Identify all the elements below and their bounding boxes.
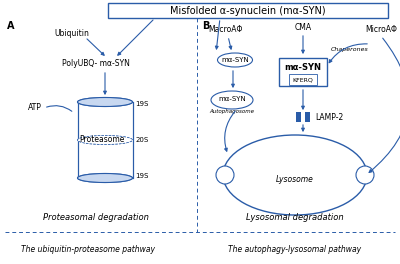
Ellipse shape (211, 91, 253, 109)
Ellipse shape (78, 173, 132, 182)
Text: mα-SYN: mα-SYN (218, 96, 246, 102)
Text: B: B (202, 21, 209, 31)
Text: Proteasome: Proteasome (79, 135, 125, 144)
Ellipse shape (218, 53, 252, 67)
Text: A: A (7, 21, 14, 31)
Ellipse shape (223, 135, 367, 215)
Text: The ubiquitin-proteasome pathway: The ubiquitin-proteasome pathway (21, 246, 155, 254)
FancyBboxPatch shape (108, 3, 388, 18)
Ellipse shape (78, 97, 132, 106)
FancyBboxPatch shape (279, 58, 327, 86)
Text: MacroAΦ: MacroAΦ (208, 26, 242, 35)
Bar (296, 112, 301, 122)
Text: LAMP-2: LAMP-2 (315, 112, 343, 121)
Text: Misfolded α-synuclein (mα-SYN): Misfolded α-synuclein (mα-SYN) (170, 6, 326, 16)
Text: Chaperones: Chaperones (331, 48, 369, 53)
Text: 20S: 20S (136, 137, 149, 143)
Bar (305, 112, 310, 122)
Ellipse shape (216, 166, 234, 184)
Text: mα-SYN: mα-SYN (284, 63, 322, 72)
Bar (78, 102, 132, 178)
Text: mα-SYN: mα-SYN (221, 57, 249, 63)
Text: Lysosomal degradation: Lysosomal degradation (246, 214, 344, 223)
Text: Lysosome: Lysosome (276, 176, 314, 185)
Text: 19S: 19S (136, 101, 149, 107)
Text: 19S: 19S (136, 173, 149, 179)
Ellipse shape (78, 97, 132, 106)
Text: CMA: CMA (294, 23, 312, 32)
Ellipse shape (78, 173, 132, 182)
Text: KFERQ: KFERQ (292, 77, 314, 82)
FancyBboxPatch shape (289, 74, 317, 85)
Text: MicroAΦ: MicroAΦ (365, 26, 397, 35)
Text: Proteasomal degradation: Proteasomal degradation (43, 214, 149, 223)
Text: Ubiquitin: Ubiquitin (54, 29, 90, 37)
Ellipse shape (356, 166, 374, 184)
Text: The autophagy-lysosomal pathway: The autophagy-lysosomal pathway (228, 246, 362, 254)
Text: PolyUBQ- mα-SYN: PolyUBQ- mα-SYN (62, 59, 130, 68)
Ellipse shape (78, 135, 132, 144)
Text: Autophagosome: Autophagosome (210, 110, 254, 115)
Text: ATP: ATP (28, 102, 42, 111)
Ellipse shape (78, 135, 132, 144)
